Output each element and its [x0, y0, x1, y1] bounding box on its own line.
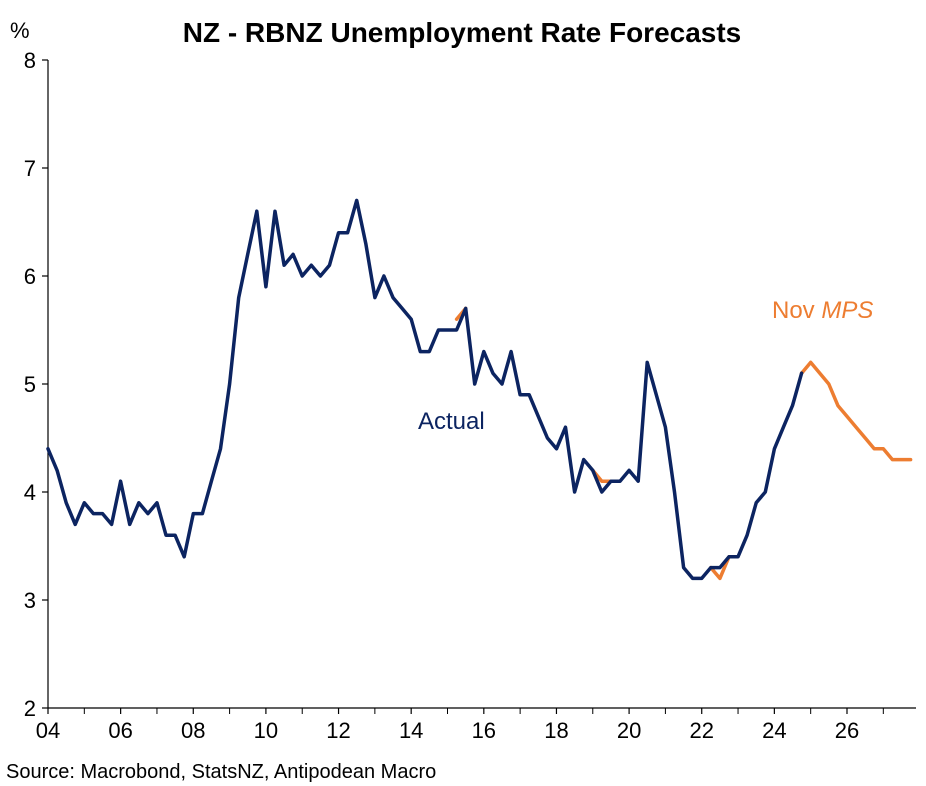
x-tick-label: 18: [544, 718, 568, 743]
forecast-line-segment: [709, 555, 731, 581]
x-tick-label: 14: [399, 718, 423, 743]
axes: 2 3 4 5 6 7 8 04 06 08 10 12 14 16 18 20 22 24 26: [24, 48, 916, 743]
x-tick-label: 24: [762, 718, 786, 743]
x-tick-label: 08: [181, 718, 205, 743]
y-tick-label: 4: [24, 480, 36, 505]
actual-series-label: Actual: [418, 408, 485, 435]
forecast-label-prefix: Nov: [772, 297, 821, 324]
x-tick-label: 26: [835, 718, 859, 743]
x-tick-label: 22: [689, 718, 713, 743]
x-tick-label: 20: [617, 718, 641, 743]
forecast-line-segment: [799, 360, 913, 462]
annotation-layer: Actual Nov MPS: [418, 297, 873, 435]
forecast-series-label: Nov MPS: [772, 297, 873, 324]
x-tick-label: 10: [254, 718, 278, 743]
y-tick-label: 5: [24, 372, 36, 397]
y-tick-label: 8: [24, 48, 36, 73]
y-axis-unit-label: %: [10, 18, 30, 43]
y-tick-label: 6: [24, 264, 36, 289]
actual-line: [46, 198, 804, 581]
x-tick-label: 04: [36, 718, 60, 743]
x-tick-label: 12: [326, 718, 350, 743]
y-tick-label: 2: [24, 696, 36, 721]
x-tick-label: 06: [108, 718, 132, 743]
x-tick-label: 16: [472, 718, 496, 743]
chart-title: NZ - RBNZ Unemployment Rate Forecasts: [183, 17, 742, 48]
y-tick-label: 7: [24, 156, 36, 181]
y-tick-label: 3: [24, 588, 36, 613]
forecast-label-mps: MPS: [821, 297, 873, 324]
source-note: Source: Macrobond, StatsNZ, Antipodean M…: [6, 761, 436, 783]
series-layer: [46, 198, 913, 581]
